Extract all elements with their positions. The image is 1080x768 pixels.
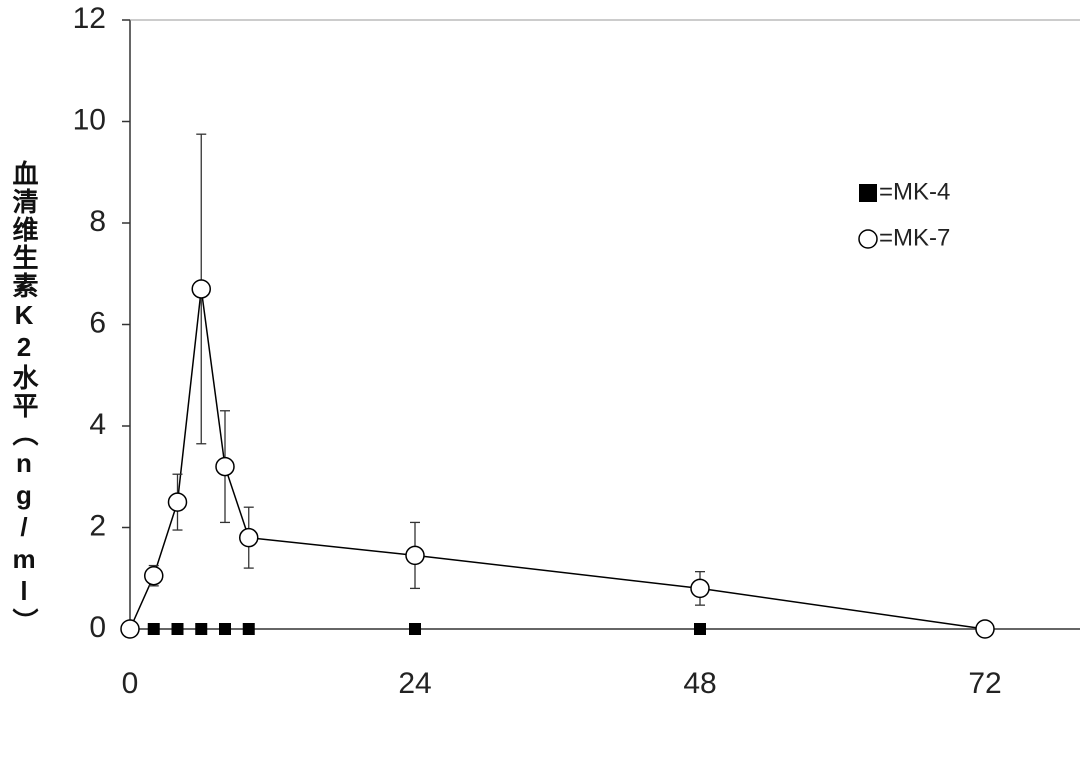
x-tick-label: 0 <box>122 667 139 700</box>
point <box>242 623 255 635</box>
point <box>239 527 259 548</box>
y-tick-label: 6 <box>89 306 106 339</box>
point <box>191 279 211 299</box>
point <box>405 545 425 566</box>
y-axis-label: 血清维生素K2水平（ng/ml） <box>9 160 39 636</box>
y-tick-label: 10 <box>73 103 106 136</box>
legend-label: =MK-4 <box>879 178 950 205</box>
legend-label: =MK-7 <box>879 224 950 251</box>
x-tick-label: 72 <box>968 667 1001 700</box>
point <box>409 623 421 635</box>
point <box>975 619 995 639</box>
point <box>219 623 231 635</box>
point <box>120 619 140 639</box>
legend-marker <box>858 229 878 249</box>
point <box>215 456 235 477</box>
point <box>147 623 160 635</box>
y-tick-label: 12 <box>73 2 106 35</box>
point <box>690 578 710 599</box>
x-tick-label: 48 <box>683 667 716 700</box>
series-line <box>129 288 986 630</box>
y-tick-label: 2 <box>89 509 106 542</box>
legend-marker <box>859 184 877 202</box>
y-tick-label: 8 <box>89 205 106 238</box>
y-tick-label: 0 <box>89 611 106 644</box>
point <box>195 623 208 635</box>
y-tick-label: 4 <box>89 408 106 441</box>
point <box>167 492 188 512</box>
point <box>144 565 164 586</box>
point <box>171 623 184 635</box>
x-tick-label: 24 <box>398 667 431 700</box>
point <box>694 623 706 635</box>
